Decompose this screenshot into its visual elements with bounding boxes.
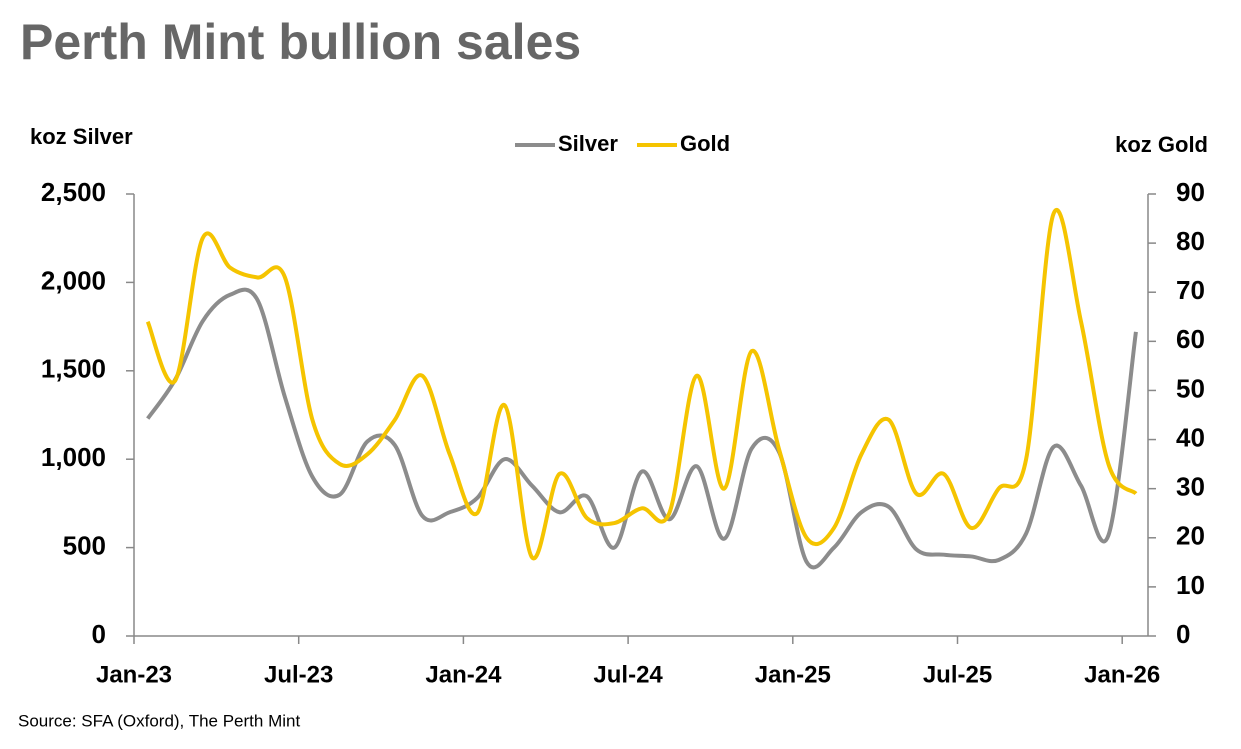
y-tick-label: 1,000 [41,442,106,472]
legend-label: Gold [680,131,730,156]
y-tick-label: 0 [92,619,106,649]
series-line [146,287,1138,570]
y-tick-label: 1,500 [41,354,106,384]
x-tick-label: Jul-24 [593,661,663,688]
legend-label: Silver [558,131,618,156]
y-tick-label: 2,500 [41,177,106,207]
y2-tick-label: 40 [1176,422,1205,452]
y2-tick-label: 50 [1176,373,1205,403]
y-tick-label: 500 [63,530,106,560]
y2-axis-label: koz Gold [1115,132,1208,157]
series-line [145,208,1138,561]
y2-tick-label: 30 [1176,472,1205,502]
y2-tick-label: 20 [1176,521,1205,551]
y2-tick-label: 60 [1176,324,1205,354]
y2-tick-label: 10 [1176,570,1205,600]
x-tick-label: Jan-26 [1084,661,1160,688]
chart-title: Perth Mint bullion sales [20,14,581,70]
x-tick-label: Jan-23 [96,661,172,688]
source-note: Source: SFA (Oxford), The Perth Mint [18,711,300,730]
x-tick-label: Jul-23 [264,661,333,688]
y2-tick-label: 70 [1176,275,1205,305]
y2-tick-label: 0 [1176,619,1190,649]
y-axis-label: koz Silver [30,124,133,149]
x-tick-label: Jul-25 [923,661,992,688]
y2-tick-label: 80 [1176,226,1205,256]
x-tick-label: Jan-25 [755,661,831,688]
x-tick-label: Jan-24 [425,661,502,688]
y2-tick-label: 90 [1176,177,1205,207]
y-tick-label: 2,000 [41,265,106,295]
